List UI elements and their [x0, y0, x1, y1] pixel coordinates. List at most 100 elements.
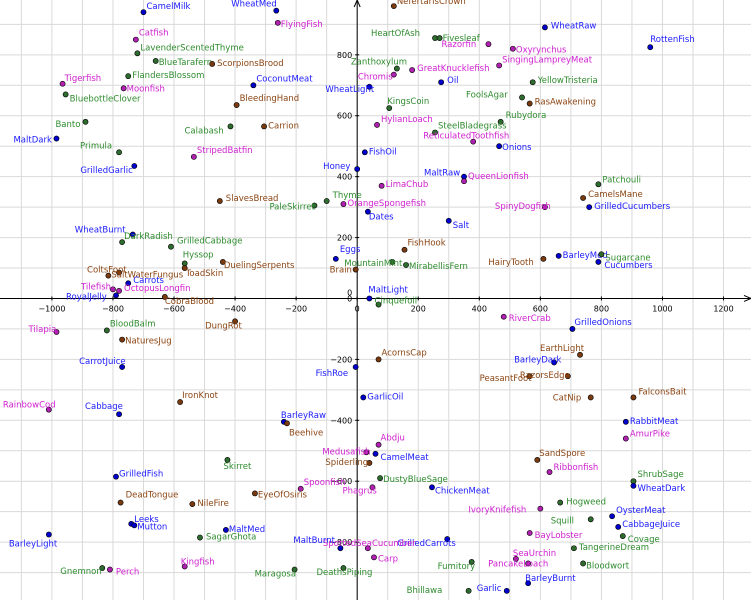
point-label-medusafish: Medusafish: [322, 447, 370, 457]
point-thyme: [323, 198, 330, 204]
point-spiny-dogfish: [542, 204, 548, 211]
point-label-barley-raw: BarleyRaw: [281, 411, 326, 421]
point-label-fish-hook: FishHook: [408, 239, 446, 249]
point-label-spiny-dogfish: SpinyDogfish: [495, 202, 551, 212]
point-sea-urchin: [513, 555, 519, 562]
point-label-cabbage-juice: CabbageJuice: [622, 520, 680, 530]
point-oxyrynchus: [509, 45, 516, 52]
point-cabbage-juice: [615, 524, 622, 530]
point-label-yellow-tristeria: YellowTristeria: [537, 76, 598, 86]
point-label-ras-awakening: RasAwakening: [535, 98, 596, 108]
x-tick-label: −400: [224, 304, 246, 313]
point-cabbage: [116, 411, 122, 418]
point-camel-meat: [372, 450, 379, 457]
point-label-malt-med: MaltMed: [229, 525, 265, 535]
point-mirabellis-fern: [403, 262, 409, 268]
point-label-carrion: Carrion: [268, 121, 299, 131]
point-honey: [354, 166, 361, 172]
point-label-squill: Squill: [551, 516, 574, 526]
point-natures-jug: [119, 336, 126, 343]
point-label-hogweed: Hogweed: [566, 498, 606, 508]
point-label-rabbit-meat: RabbitMeat: [630, 417, 679, 427]
point-label-kings-coin: KingsCoin: [387, 97, 429, 107]
point-kings-coin: [386, 105, 393, 112]
point-label-hairy-tooth: HairyTooth: [488, 258, 533, 268]
point-label-barley-burnt: BarleyBurnt: [525, 574, 576, 584]
point-label-deaths-piping: DeathsPiping: [316, 568, 372, 578]
point-label-grilled-garlic: GrilledGarlic: [80, 166, 133, 176]
point-dung-rot: [232, 318, 238, 325]
point-label-lima-chub: LimaChub: [386, 180, 429, 190]
point-label-garlic: Garlic: [477, 584, 502, 594]
point-mountain-mint: [389, 259, 396, 265]
point-label-covage: Covage: [628, 535, 660, 545]
point-label-oyster-meat: OysterMeat: [616, 506, 666, 516]
point-label-salt: Salt: [453, 221, 470, 231]
point-label-carrot-juice: CarrotJuice: [79, 357, 126, 367]
point-label-grilled-cucumbers: GrilledCucumbers: [594, 202, 671, 212]
point-dates: [364, 208, 371, 215]
point-label-catfish: Catfish: [139, 29, 169, 39]
point-label-bay-lobster: BayLobster: [535, 531, 583, 541]
x-tick-label: 600: [533, 304, 548, 313]
point-barley-light: [45, 531, 52, 538]
x-tick-label: 200: [411, 304, 426, 313]
point-label-eye-of-osiris: EyeOfOsiris: [258, 490, 308, 500]
point-label-scorpions-brood: ScorpionsBrood: [217, 59, 283, 69]
point-label-grilled-fish: GrilledFish: [119, 470, 163, 480]
x-tick-label: −600: [163, 304, 185, 313]
point-orange-spongefish: [340, 201, 347, 207]
point-flanders-blossom: [125, 73, 132, 80]
point-razorfin: [485, 41, 492, 48]
point-label-dung-rot: DungRot: [205, 321, 242, 331]
point-label-hyssop: Hyssop: [183, 250, 214, 260]
x-tick-label: 1000: [652, 304, 672, 313]
point-label-coconut-meat: CoconutMeat: [256, 74, 313, 84]
point-label-beehive: Beehive: [289, 428, 323, 438]
y-tick-label: −600: [330, 477, 352, 486]
point-primula: [116, 149, 122, 156]
point-amur-pike: [622, 435, 629, 442]
point-label-grilled-onions: GrilledOnions: [574, 318, 632, 328]
point-wheat-med: [273, 7, 280, 14]
point-label-leeks: Leeks: [134, 515, 159, 525]
point-label-dusty-blue-sage: DustyBlueSage: [383, 475, 448, 485]
point-label-oil: Oil: [447, 76, 458, 86]
point-label-sagar-ghota: SagarGhota: [206, 533, 256, 543]
point-label-bloodwort: Bloodwort: [586, 561, 630, 571]
point-beehive: [284, 420, 290, 427]
point-wheat-raw: [542, 24, 548, 31]
point-label-blood-balm: BloodBalm: [110, 319, 156, 329]
point-label-kingfish: Kingfish: [181, 557, 215, 567]
point-tilapia: [53, 329, 60, 335]
y-tick-label: −200: [330, 355, 352, 364]
point-label-skirret: Skirret: [223, 462, 252, 472]
point-tangerine-dream: [571, 545, 577, 552]
point-label-garlic-oil: GarlicOil: [367, 392, 403, 402]
point-ras-awakening: [526, 100, 533, 107]
point-toad-skin: [181, 265, 188, 271]
point-label-steel-bladegrass: SteelBladegrass: [438, 121, 507, 131]
point-label-spoonfish: Spoonfish: [304, 478, 346, 488]
point-sand-spore: [534, 456, 541, 463]
point-bluebottle-clover: [62, 91, 69, 98]
point-label-malt-light: MaltLight: [368, 285, 408, 295]
point-label-mountain-mint: MountainMint: [344, 259, 403, 269]
point-calabash: [227, 123, 234, 130]
x-tick-label: 1200: [713, 304, 733, 313]
point-ribbonfish: [546, 469, 553, 475]
point-gnemnon: [99, 565, 106, 571]
point-label-malt-raw: MaltRaw: [424, 169, 460, 179]
point-label-honey: Honey: [323, 162, 350, 172]
point-garlic: [503, 587, 510, 594]
point-garlic-oil: [360, 394, 367, 401]
point-dusty-blue-sage: [377, 475, 383, 482]
point-label-primula: Primula: [80, 141, 112, 151]
point-bay-lobster: [526, 530, 533, 536]
point-label-tilefish: Tilefish: [80, 282, 111, 292]
point-great-knucklefish: [409, 67, 416, 73]
point-octopus-longfin: [116, 287, 122, 294]
point-label-patchouli: Patchouli: [602, 175, 641, 185]
